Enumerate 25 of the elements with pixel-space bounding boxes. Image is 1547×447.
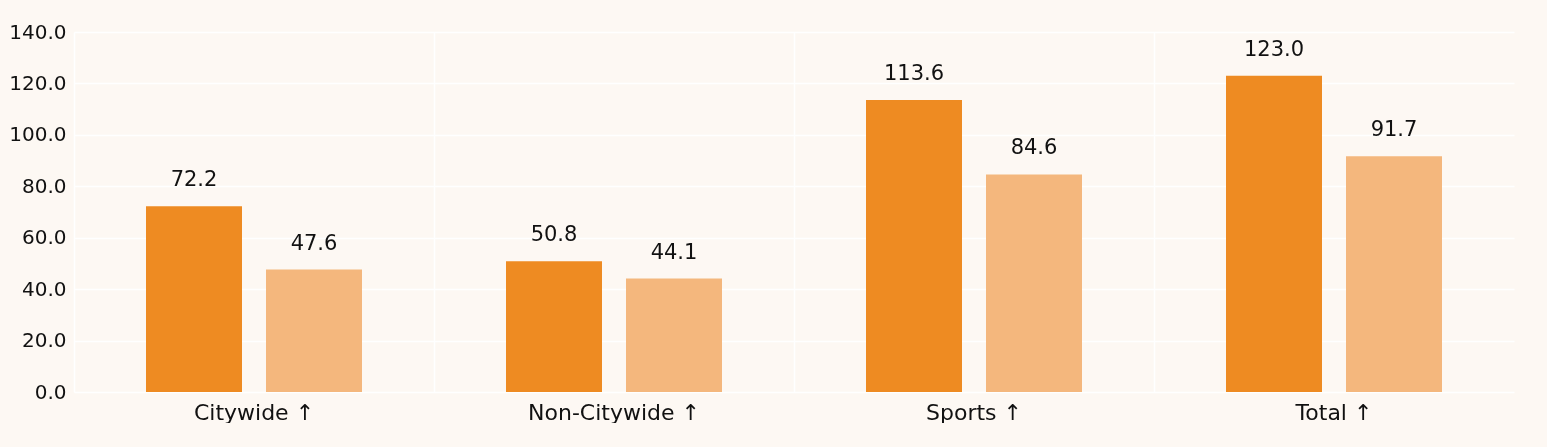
data-label: 113.6 <box>883 60 945 85</box>
bar <box>1346 156 1442 392</box>
data-label: 123.0 <box>1243 36 1305 61</box>
bar <box>146 206 242 392</box>
data-label: 50.8 <box>530 222 578 247</box>
y-tick-label: 0.0 <box>34 379 67 404</box>
bar <box>506 261 602 392</box>
data-label: 72.2 <box>170 167 218 192</box>
data-label: 84.6 <box>1010 135 1058 160</box>
data-label: 47.6 <box>290 230 338 255</box>
y-tick-label: 120.0 <box>9 70 67 95</box>
bar <box>1226 75 1322 392</box>
x-tick-label: Total ↑ <box>1294 399 1373 425</box>
y-tick-label: 20.0 <box>21 328 67 353</box>
data-label: 91.7 <box>1370 117 1418 142</box>
y-tick-label: 40.0 <box>21 276 67 301</box>
data-label: 44.1 <box>650 239 698 264</box>
y-tick-label: 80.0 <box>21 173 67 198</box>
y-tick-label: 60.0 <box>21 225 67 250</box>
bar <box>866 99 962 392</box>
bar <box>626 278 722 392</box>
bar <box>986 174 1082 392</box>
bar <box>266 269 362 392</box>
y-tick-label: 140.0 <box>9 19 67 44</box>
y-tick-label: 100.0 <box>9 122 67 147</box>
